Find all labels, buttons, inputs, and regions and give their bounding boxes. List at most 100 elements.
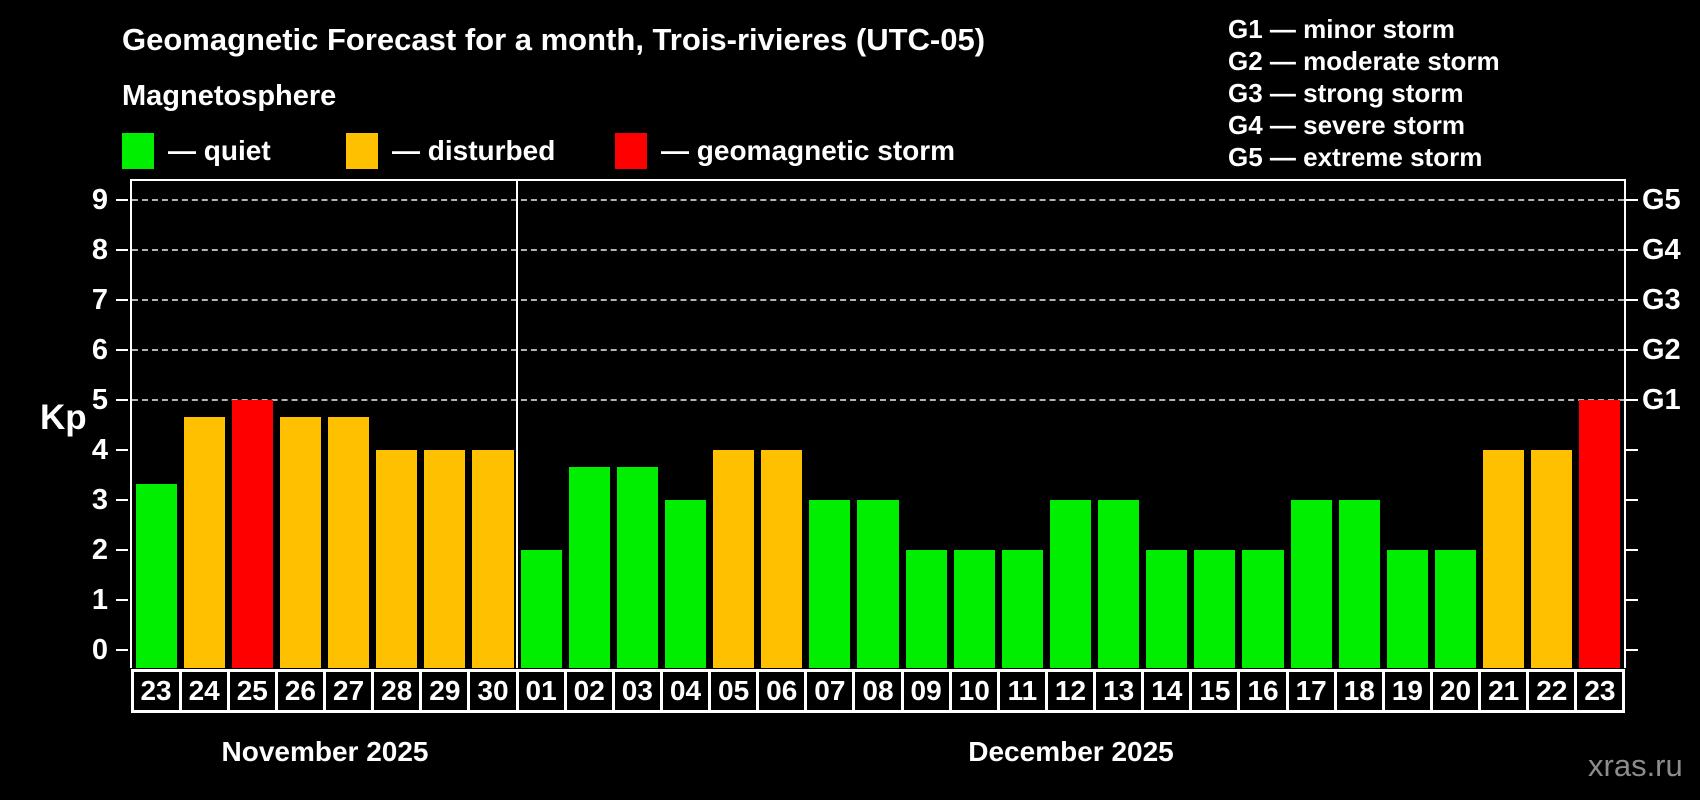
chart-subtitle: Magnetosphere [122,80,337,112]
kp-bar-dec-12 [1049,500,1092,668]
y-axis-tick-left [116,299,128,301]
date-cell-dec-18: 18 [1333,669,1385,713]
gridline-kp-8 [132,249,1624,251]
storm-scale-line-g4: G4 — severe storm [1228,110,1466,140]
date-cell-dec-08: 08 [852,669,904,713]
date-cell-nov-30: 30 [467,669,519,713]
kp-bar-dec-04 [664,500,707,668]
y-axis-tick-left [116,549,128,551]
date-cell-dec-12: 12 [1044,669,1097,713]
date-cell-dec-07: 07 [804,669,856,713]
date-cell-dec-22: 22 [1526,669,1578,713]
gridline-kp-9 [132,199,1624,201]
kp-bar-dec-11 [1001,550,1043,668]
y-axis-label: 7 [91,284,108,316]
y-axis-tick-left [116,449,128,451]
kp-bar-nov-30 [472,450,514,668]
date-cell-dec-14: 14 [1141,669,1193,713]
date-cell-dec-15: 15 [1189,669,1241,713]
date-cell-dec-04: 04 [659,669,712,713]
kp-bar-nov-24 [183,416,225,668]
y-axis-tick-left [116,249,128,251]
storm-color-swatch-icon [615,133,647,169]
y-axis-tick-left [116,599,128,601]
gridline-kp-6 [132,349,1624,351]
legend-item-storm: — geomagnetic storm [615,130,955,172]
date-cell-nov-28: 28 [371,669,423,713]
g-scale-label-g5: G5 [1642,184,1681,216]
kp-bar-dec-07 [809,500,851,668]
quiet-color-swatch-icon [122,133,154,169]
date-axis: 23 24 25 26 27 28 29 30 01 02 03 04 05 06 07 08 09 10 11 12… [130,669,1626,713]
y-axis-label: 3 [91,484,108,516]
gridline-kp-7 [132,299,1624,301]
y-axis-label: 4 [91,434,108,466]
g-scale-label-g4: G4 [1642,234,1681,266]
kp-bar-nov-25 [231,400,273,668]
kp-bar-nov-29 [424,450,466,668]
date-cell-nov-23: 23 [130,669,182,713]
g-scale-label-g1: G1 [1642,384,1681,416]
watermark: xras.ru [1588,748,1683,783]
y-axis-label: 9 [91,184,108,216]
kp-bar-nov-28 [376,450,418,668]
legend-item-quiet: — quiet [122,130,271,172]
plot-area: 0 1 2 3 4 5 6 7 8 9 G1 G2 G3 G4 G5 [92,179,1681,668]
kp-bar-dec-02 [568,466,610,668]
gridline-kp-5 [132,399,1624,401]
date-cell-nov-29: 29 [419,669,471,713]
date-cell-dec-05: 05 [708,669,760,713]
date-cell-nov-27: 27 [323,669,375,713]
date-cell-dec-23: 23 [1574,669,1626,713]
kp-bar-dec-18 [1338,500,1380,668]
y-axis-tick-right [1626,449,1638,451]
y-axis-tick-right [1626,249,1638,251]
date-cell-dec-06: 06 [756,669,808,713]
date-cell-dec-10: 10 [948,669,1000,713]
kp-bar-dec-16 [1242,550,1284,668]
kp-bar-dec-05 [713,450,755,668]
date-cell-dec-17: 17 [1285,669,1337,713]
storm-scale-line-g1: G1 — minor storm [1228,14,1455,44]
date-cell-nov-24: 24 [178,669,230,713]
kp-bar-dec-10 [953,550,995,668]
kp-bar-dec-01 [520,550,562,668]
date-cell-dec-19: 19 [1381,669,1433,713]
y-axis-tick-right [1626,349,1638,351]
kp-bar-dec-21 [1483,450,1525,668]
storm-scale-line-g2: G2 — moderate storm [1228,46,1500,76]
storm-scale-line-g5: G5 — extreme storm [1228,142,1483,172]
legend-label-quiet: — quiet [168,135,271,166]
date-cell-dec-13: 13 [1093,669,1145,713]
kp-bar-dec-14 [1146,550,1188,668]
kp-bar-dec-19 [1386,550,1428,668]
y-axis-label: 1 [91,584,108,616]
y-axis-tick-left [116,499,128,501]
legend-label-storm: — geomagnetic storm [661,135,956,166]
y-axis-tick-left [116,199,128,201]
kp-bar-nov-26 [279,416,321,668]
month-label-november: November 2025 [221,736,429,767]
y-axis-title: Kp [40,398,87,437]
kp-bar-nov-23 [135,483,177,668]
kp-bar-dec-06 [761,450,803,668]
chart-title: Geomagnetic Forecast for a month, Trois-… [122,22,986,57]
y-axis-right [1624,181,1626,668]
kp-bar-dec-09 [905,550,947,668]
y-axis-tick-right [1626,299,1638,301]
y-axis-tick-right [1626,649,1638,651]
kp-bar-dec-23 [1579,400,1621,668]
y-axis-label: 8 [91,234,108,266]
kp-bar-nov-27 [328,416,370,668]
date-cell-dec-16: 16 [1237,669,1289,713]
y-axis-tick-left [116,349,128,351]
kp-bar-dec-17 [1290,500,1332,668]
legend-label-disturbed: — disturbed [392,135,556,166]
y-axis-label: 0 [91,634,108,666]
y-axis-tick-left [116,399,128,401]
y-axis-tick-right [1626,549,1638,551]
y-axis-tick-left [116,649,128,651]
date-cell-dec-02: 02 [563,669,615,713]
plot-top-border [130,179,1626,181]
y-axis-tick-right [1626,499,1638,501]
